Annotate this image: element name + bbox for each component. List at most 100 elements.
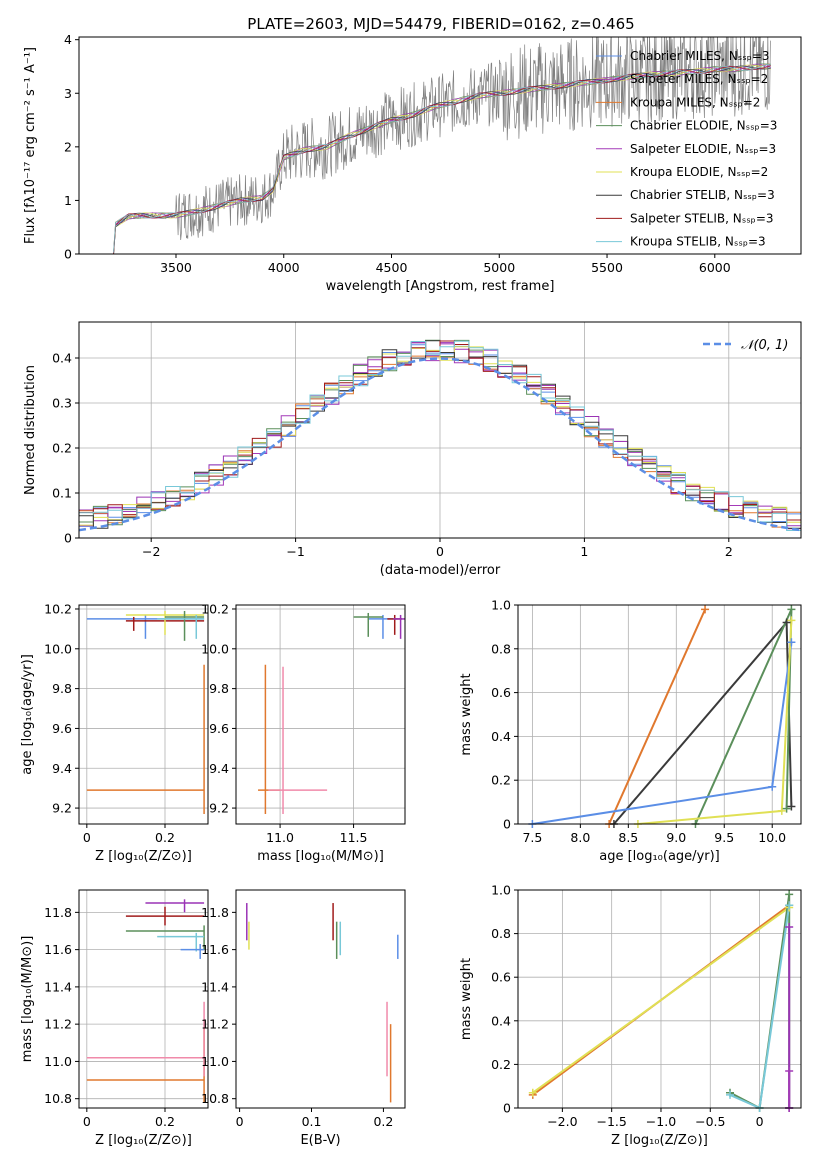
x-tick-label: 0 xyxy=(83,830,91,845)
weight-line-1 xyxy=(532,906,790,1094)
y-tick-label: 11.6 xyxy=(44,942,72,957)
x-tick-label: −0.5 xyxy=(695,1114,725,1129)
axes-frame xyxy=(517,889,802,1109)
x-tick-label: 0.2 xyxy=(155,830,175,845)
y-tick-label: 0.8 xyxy=(491,926,511,941)
x-axis-label: (data-model)/error xyxy=(380,563,501,578)
y-tick-label: 10.2 xyxy=(201,601,229,616)
weight-marker xyxy=(701,605,710,614)
weight-line-0 xyxy=(608,608,707,824)
y-tick-label: 0.2 xyxy=(491,1057,511,1072)
x-axis-label: Z [log₁₀(Z/Z⊙)] xyxy=(95,1133,192,1148)
legend-label: 𝒩(0, 1) xyxy=(741,338,788,353)
x-axis-label: wavelength [Angstrom, rest frame] xyxy=(326,279,555,294)
model-line-6 xyxy=(113,65,771,254)
y-tick-label: 0 xyxy=(64,531,72,546)
x-tick-label: 0.2 xyxy=(373,1114,393,1129)
x-tick-label: 0.2 xyxy=(155,1114,175,1129)
legend-label: Kroupa ELODIE, Nₛₛₚ=2 xyxy=(630,165,768,179)
y-tick-label: 4 xyxy=(64,32,72,47)
x-tick-label: 4500 xyxy=(376,260,408,275)
axes-frame xyxy=(235,604,406,825)
y-tick-label: 0.6 xyxy=(491,685,511,700)
gaussian-curve xyxy=(79,357,801,532)
y-tick-label: 9.4 xyxy=(209,761,229,776)
y-tick-label: 9.8 xyxy=(52,681,72,696)
y-tick-label: 0 xyxy=(503,1101,511,1116)
y-tick-label: 1 xyxy=(64,193,72,208)
y-tick-label: 0.4 xyxy=(491,1013,511,1028)
y-tick-label: 0.2 xyxy=(491,773,511,788)
plot-area-residuals xyxy=(79,339,801,534)
y-tick-label: 11.2 xyxy=(44,1017,72,1032)
weight-marker xyxy=(785,901,794,910)
x-tick-label: 5500 xyxy=(591,260,623,275)
weight-line-3 xyxy=(532,642,793,824)
x-tick-label: 11.0 xyxy=(266,830,294,845)
y-tick-label: 11.8 xyxy=(201,905,229,920)
x-tick-label: 8.5 xyxy=(618,830,638,845)
model-line-5 xyxy=(113,64,771,254)
y-tick-label: 10.2 xyxy=(44,601,72,616)
x-tick-label: 0 xyxy=(236,1114,244,1129)
x-tick-label: −1.5 xyxy=(596,1114,626,1129)
model-line-7 xyxy=(113,65,771,254)
y-tick-label: 0 xyxy=(64,247,72,262)
y-tick-label: 10.0 xyxy=(201,641,229,656)
chart-panels: 3500 4000 4500 5000 5500 6000 0 1 2 3 4 wavelength … xyxy=(20,32,802,1148)
y-tick-label: 0.4 xyxy=(52,351,72,366)
x-tick-label: −1.0 xyxy=(646,1114,676,1129)
x-axis-label: mass [log₁₀(M/M⊙)] xyxy=(257,849,384,864)
y-tick-label: 0.4 xyxy=(491,729,511,744)
y-tick-label: 11.8 xyxy=(44,905,72,920)
y-tick-label: 0.1 xyxy=(52,486,72,501)
y-axis-label: Flux [fλ10⁻¹⁷ erg cm⁻² s⁻¹ A⁻¹] xyxy=(23,47,38,244)
weight-marker xyxy=(787,802,796,811)
x-tick-label: 3500 xyxy=(160,260,192,275)
y-tick-label: 9.6 xyxy=(52,721,72,736)
chart-mass-vs-Z: 0 0.2 10.8 11.0 11.2 11.4 11.6 11.8 Z [log₁₀(Z/Z… xyxy=(20,889,209,1148)
x-axis-label: E(B-V) xyxy=(300,1133,340,1148)
axes-frame xyxy=(517,604,802,825)
x-tick-label: 9.0 xyxy=(666,830,686,845)
x-tick-label: 4000 xyxy=(268,260,300,275)
x-tick-label: 0.1 xyxy=(302,1114,322,1129)
plot-area-age-vs-mass xyxy=(258,612,405,815)
y-tick-label: 0.8 xyxy=(491,641,511,656)
x-tick-label: 0 xyxy=(756,1114,764,1129)
weight-line-3 xyxy=(729,905,791,1108)
chart-massweight-vs-Z: −2.0 −1.5 −1.0 −0.5 0 0 0.2 0.4 0.6 0.8 1.0 Z [log₁… xyxy=(459,883,802,1148)
weight-marker xyxy=(726,1090,735,1099)
y-tick-label: 9.8 xyxy=(209,681,229,696)
weight-marker xyxy=(785,1066,794,1075)
y-axis-label: mass weight xyxy=(459,673,474,755)
y-tick-label: 11.2 xyxy=(201,1017,229,1032)
x-axis-label: Z [log₁₀(Z/Z⊙)] xyxy=(95,849,192,864)
chart-age-vs-Z: 0 0.2 9.2 9.4 9.6 9.8 10.0 10.2 Z [log₁₀(Z/Z⊙)] a… xyxy=(20,601,209,864)
model-line-1 xyxy=(113,64,771,254)
y-axis-label: age [log₁₀(age/yr)] xyxy=(20,654,35,775)
y-tick-label: 1.0 xyxy=(491,598,511,613)
y-axis-label: mass [log₁₀(M/M⊙)] xyxy=(20,936,35,1063)
y-tick-label: 10.0 xyxy=(44,641,72,656)
y-tick-label: 0.2 xyxy=(52,441,72,456)
y-tick-label: 10.8 xyxy=(44,1091,72,1106)
axes-frame xyxy=(78,604,209,825)
x-tick-label: −2 xyxy=(142,544,160,559)
x-tick-label: 0 xyxy=(436,544,444,559)
plot-area-spectrum xyxy=(113,37,771,254)
weight-line-4 xyxy=(637,620,793,824)
axes-frame xyxy=(235,889,406,1109)
axes-frame xyxy=(78,889,209,1109)
plot-area-massweight-vs-age xyxy=(532,608,793,824)
model-line-8 xyxy=(113,63,771,253)
weight-marker xyxy=(768,782,777,791)
y-tick-label: 10.8 xyxy=(201,1091,229,1106)
x-tick-label: −1 xyxy=(286,544,304,559)
chart-residuals: −2 −1 0 1 2 0 0.1 0.2 0.3 0.4 (data-model)/error No… xyxy=(23,321,802,578)
axes-frame xyxy=(78,321,802,539)
y-tick-label: 9.2 xyxy=(52,801,72,816)
x-tick-label: 9.5 xyxy=(714,830,734,845)
x-tick-label: 6000 xyxy=(699,260,731,275)
legend-label: Chabrier ELODIE, Nₛₛₚ=3 xyxy=(630,119,777,133)
